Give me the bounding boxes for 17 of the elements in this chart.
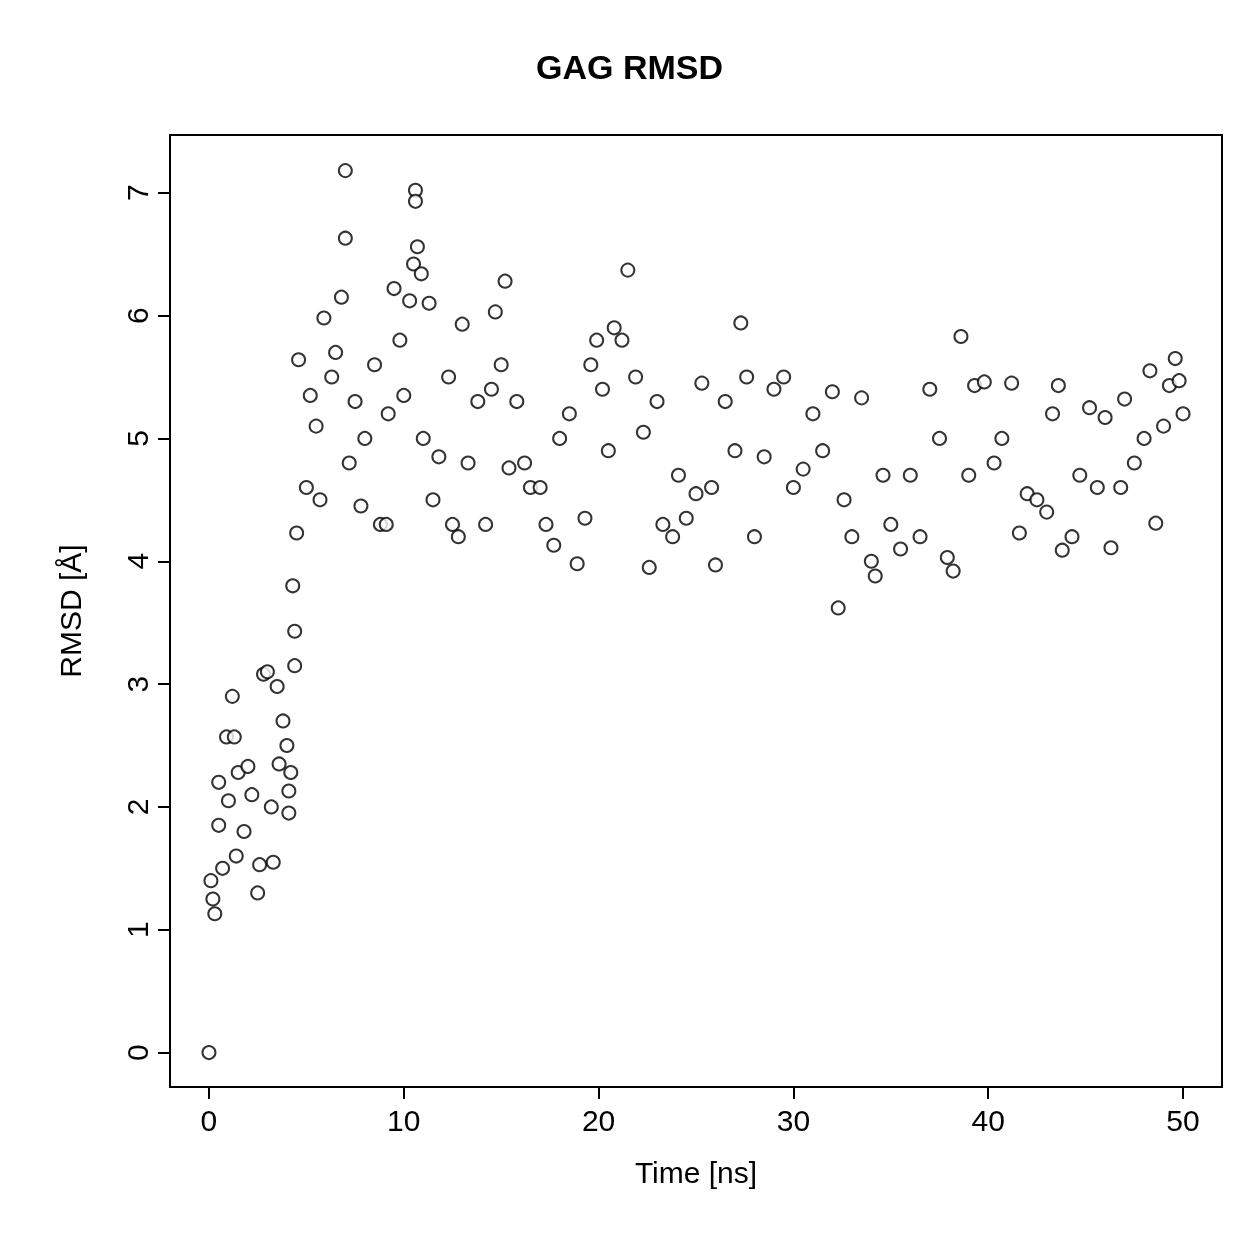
y-axis-title: RMSD [Å]	[53, 544, 87, 678]
y-tick-label: 4	[120, 552, 154, 570]
y-tick-label: 7	[120, 184, 154, 202]
y-tick-label: 5	[120, 430, 154, 447]
x-axis-title: Time [ns]	[634, 1155, 758, 1189]
x-tick-label: 50	[1166, 1103, 1200, 1137]
y-tick-label: 2	[120, 798, 154, 816]
y-tick-label: 3	[120, 675, 154, 693]
x-tick-label: 20	[581, 1103, 616, 1137]
x-tick-label: 10	[387, 1103, 421, 1137]
x-tick-label: 40	[971, 1103, 1005, 1137]
x-tick-label: 0	[200, 1103, 218, 1137]
chart-title: GAG RMSD	[536, 48, 723, 86]
y-tick-label: 1	[120, 921, 154, 939]
y-tick-label: 6	[120, 307, 154, 324]
y-tick-label: 0	[120, 1044, 154, 1061]
x-tick-label: 30	[776, 1103, 811, 1137]
